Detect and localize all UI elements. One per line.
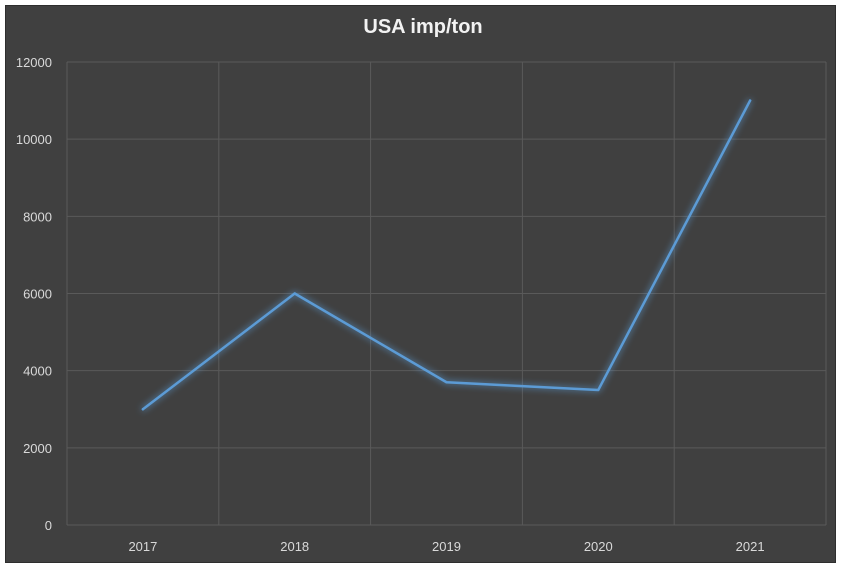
y-tick-label: 10000 <box>16 132 52 147</box>
x-tick-label: 2019 <box>432 539 461 554</box>
series-line <box>141 99 752 411</box>
line-chart: USA imp/ton 020004000600080001000012000 … <box>16 16 827 554</box>
x-tick-label: 2021 <box>736 539 765 554</box>
grid <box>66 61 827 526</box>
data-point <box>445 381 448 384</box>
x-axis-ticks: 2017 2018 2019 2020 2021 <box>128 539 764 554</box>
y-tick-label: 4000 <box>23 364 52 379</box>
data-point <box>141 408 145 411</box>
data-point <box>748 99 752 102</box>
chart-title: USA imp/ton <box>363 16 482 38</box>
y-tick-label: 2000 <box>23 441 52 456</box>
data-point <box>293 292 296 295</box>
y-tick-label: 12000 <box>16 55 52 70</box>
series-group <box>141 99 752 411</box>
y-tick-label: 8000 <box>23 209 52 224</box>
x-tick-label: 2020 <box>584 539 613 554</box>
data-point <box>597 388 600 392</box>
y-tick-label: 0 <box>45 518 52 533</box>
x-tick-label: 2018 <box>280 539 309 554</box>
x-tick-label: 2017 <box>128 539 157 554</box>
y-axis-ticks: 0 2000 4000 6000 8000 10000 12000 <box>16 55 52 533</box>
y-tick-label: 6000 <box>23 287 52 302</box>
chart-frame: USA imp/ton 0 2000 4000 6000 8000 10000 12000 … <box>5 5 836 563</box>
